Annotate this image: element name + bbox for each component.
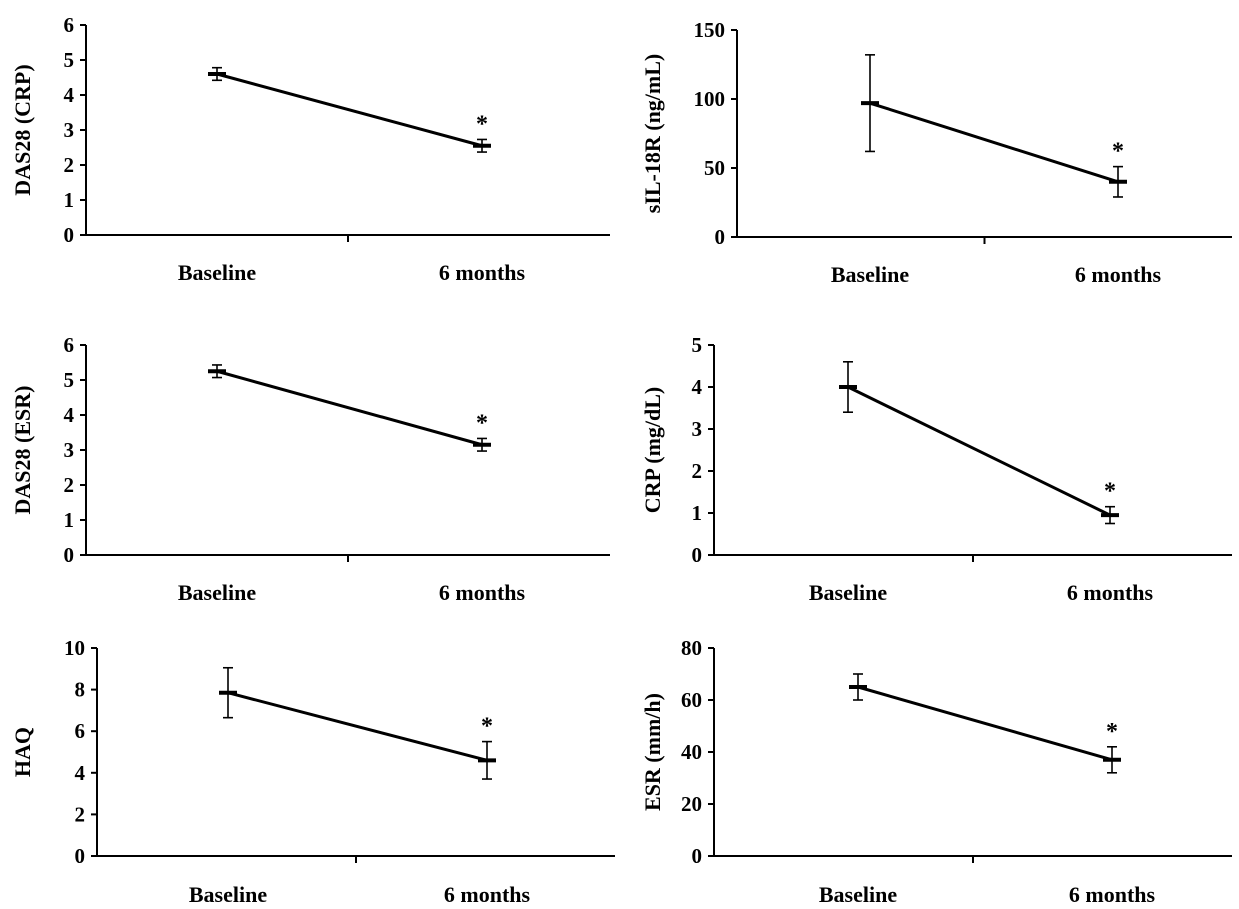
- y-tick-label: 1: [692, 501, 703, 525]
- y-tick-label: 60: [681, 688, 702, 712]
- chart-panel-1: 0 1 2 3 4 5 6 Baseline 6 months DAS28 (CRP) *: [10, 13, 610, 285]
- y-tick-label: 100: [694, 87, 726, 111]
- chart-panel-2: 0 50 100 150 Baseline 6 months sIL-18R (ng/mL)…: [640, 18, 1232, 287]
- y-tick-label: 3: [64, 438, 75, 462]
- y-axis-title: ESR (mm/h): [640, 693, 665, 811]
- significance-star: *: [476, 111, 488, 137]
- y-axis-title: CRP (mg/dL): [640, 387, 665, 514]
- series-line: [216, 72, 483, 148]
- y-tick-label: 10: [64, 636, 85, 660]
- x-tick-label: 6 months: [439, 260, 526, 285]
- y-tick-label: 6: [64, 13, 75, 37]
- y-tick-label: 6: [75, 719, 86, 743]
- x-tick-label: 6 months: [444, 882, 531, 907]
- significance-star: *: [481, 714, 493, 740]
- y-tick-label: 0: [692, 543, 703, 567]
- y-axis-title: DAS28 (ESR): [10, 386, 35, 515]
- series-line: [869, 101, 1119, 184]
- x-tick-label: Baseline: [819, 882, 897, 907]
- y-tick-label: 0: [64, 543, 75, 567]
- y-tick-label: 5: [692, 333, 703, 357]
- y-tick-label: 40: [681, 740, 702, 764]
- chart-panel-6: 0 20 40 60 80 Baseline 6 months ESR (mm/h) *: [640, 636, 1232, 907]
- y-tick-label: 8: [75, 678, 86, 702]
- y-tick-label: 2: [64, 153, 75, 177]
- y-tick-label: 4: [64, 83, 75, 107]
- y-tick-label: 1: [64, 508, 75, 532]
- chart-panel-3: 0 1 2 3 4 5 6 Baseline 6 months DAS28 (ESR) *: [10, 333, 610, 605]
- series-line: [227, 691, 488, 762]
- y-axis-title: HAQ: [10, 727, 35, 777]
- significance-star: *: [1112, 139, 1124, 165]
- y-tick-label: 3: [64, 118, 75, 142]
- y-tick-label: 4: [64, 403, 75, 427]
- y-tick-label: 0: [692, 844, 703, 868]
- significance-star: *: [1106, 719, 1118, 745]
- x-tick-label: Baseline: [178, 260, 256, 285]
- significance-star: *: [1104, 479, 1116, 505]
- y-tick-label: 150: [694, 18, 726, 42]
- x-tick-label: Baseline: [809, 580, 887, 605]
- y-tick-label: 0: [64, 223, 75, 247]
- y-axis-title: sIL-18R (ng/mL): [640, 54, 665, 214]
- y-tick-label: 2: [692, 459, 703, 483]
- y-tick-label: 4: [75, 761, 86, 785]
- x-tick-label: 6 months: [1067, 580, 1154, 605]
- x-tick-label: 6 months: [1069, 882, 1156, 907]
- series-line: [857, 685, 1113, 762]
- y-tick-label: 80: [681, 636, 702, 660]
- chart-panel-5: 0 2 4 6 8 10 Baseline 6 months HAQ *: [10, 636, 615, 907]
- y-tick-label: 4: [692, 375, 703, 399]
- y-tick-label: 20: [681, 792, 702, 816]
- significance-star: *: [476, 410, 488, 436]
- series-line: [847, 385, 1111, 517]
- y-tick-label: 6: [64, 333, 75, 357]
- x-tick-label: 6 months: [1075, 262, 1162, 287]
- chart-panel-4: 0 1 2 3 4 5 Baseline 6 months CRP (mg/dL) *: [640, 333, 1232, 605]
- x-tick-label: 6 months: [439, 580, 526, 605]
- y-tick-label: 0: [75, 844, 86, 868]
- y-axis-title: DAS28 (CRP): [10, 64, 35, 195]
- x-tick-label: Baseline: [189, 882, 267, 907]
- y-tick-label: 1: [64, 188, 75, 212]
- x-tick-label: Baseline: [831, 262, 909, 287]
- series-line: [216, 369, 483, 447]
- y-tick-label: 50: [704, 156, 725, 180]
- y-tick-label: 2: [64, 473, 75, 497]
- y-tick-label: 5: [64, 368, 75, 392]
- y-tick-label: 5: [64, 48, 75, 72]
- y-tick-label: 3: [692, 417, 703, 441]
- y-tick-label: 0: [715, 225, 726, 249]
- y-tick-label: 2: [75, 802, 86, 826]
- x-tick-label: Baseline: [178, 580, 256, 605]
